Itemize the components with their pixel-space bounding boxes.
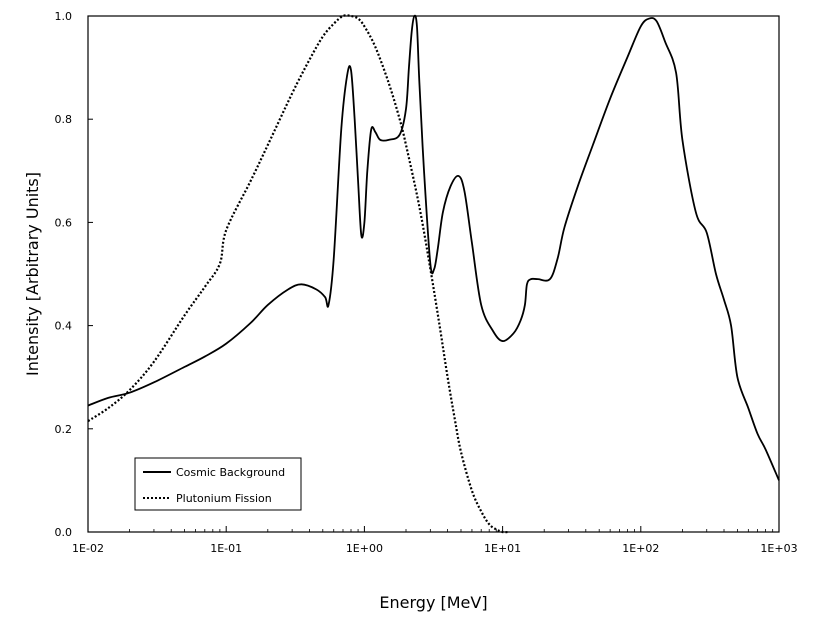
x-tick-label: 1E-02 (72, 542, 104, 555)
y-tick-label: 0.4 (55, 320, 73, 333)
x-axis-title: Energy [MeV] (379, 593, 487, 612)
x-tick-label: 1E+01 (484, 542, 521, 555)
x-tick-label: 1E+03 (760, 542, 797, 555)
legend-label-plutonium-fission: Plutonium Fission (176, 492, 272, 505)
y-axis-ticks: 0.0 0.2 0.4 0.6 0.8 1.0 (55, 10, 93, 539)
series-line-cosmic-background (87, 14, 780, 481)
y-tick-label: 0.2 (55, 423, 73, 436)
x-tick-label: 1E+00 (346, 542, 383, 555)
plot-area (87, 15, 780, 533)
series-line-plutonium-fission (87, 14, 509, 534)
y-tick-label: 0.6 (55, 216, 73, 229)
legend: Cosmic Background Plutonium Fission (134, 457, 302, 511)
y-tick-label: 0.8 (55, 113, 73, 126)
series-layer (87, 14, 780, 534)
x-tick-label: 1E-01 (210, 542, 242, 555)
legend-label-cosmic-background: Cosmic Background (176, 466, 285, 479)
legend-box (134, 457, 302, 511)
x-tick-label: 1E+02 (622, 542, 659, 555)
y-tick-label: 0.0 (55, 526, 73, 539)
y-tick-label: 1.0 (55, 10, 73, 23)
y-axis-title: Intensity [Arbitrary Units] (23, 172, 42, 376)
x-axis-ticks: 1E-02 1E-01 1E+00 1E+01 1E+02 1E+03 (72, 526, 798, 555)
